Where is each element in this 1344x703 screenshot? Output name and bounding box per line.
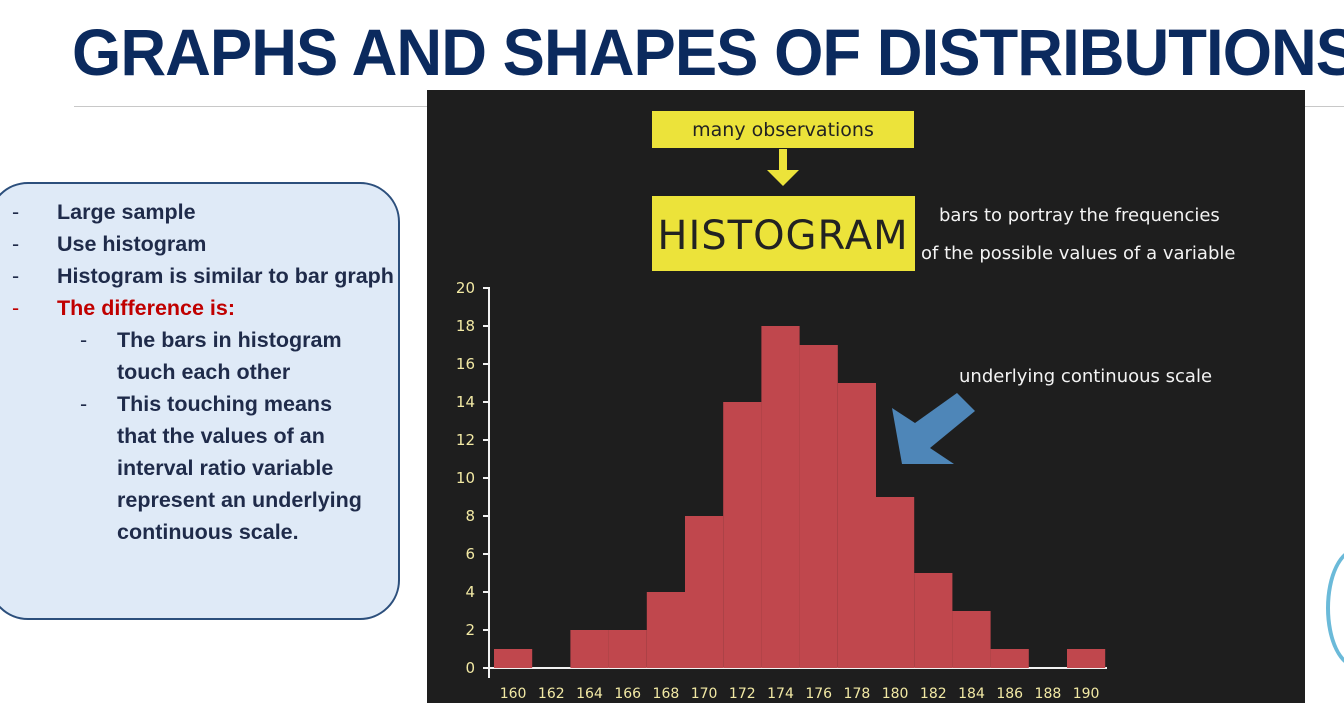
y-tick-label: 10 <box>456 469 475 487</box>
sub-bullet-item: - The bars in histogram touch each other <box>80 328 342 384</box>
blue-arrow-icon <box>892 393 975 464</box>
scale-note-text: underlying continuous scale <box>959 366 1212 387</box>
histogram-illustration: many observations HISTOGRAM bars to port… <box>427 90 1305 703</box>
bullet-text: Use histogram <box>57 232 207 256</box>
top-label-text: many observations <box>692 119 874 141</box>
histogram-label-box <box>652 196 915 271</box>
y-tick-label: 0 <box>465 659 475 677</box>
x-tick-label: 170 <box>691 686 718 702</box>
y-tick-label: 2 <box>465 621 475 639</box>
bullet-text: Histogram is similar to bar graph <box>57 264 394 288</box>
bullet-item: - Use histogram <box>12 232 207 256</box>
histogram-bar <box>914 573 953 668</box>
sub-bullet-text: The bars in histogram touch each other <box>117 328 342 384</box>
x-tick-label: 164 <box>576 686 603 702</box>
histogram-bar <box>799 345 838 668</box>
x-tick-label: 184 <box>958 686 985 702</box>
histogram-bar <box>876 497 915 668</box>
histogram-bar <box>761 326 800 668</box>
y-tick-label: 8 <box>465 507 475 525</box>
histogram-bar <box>1067 649 1106 668</box>
bullet-item: - Histogram is similar to bar graph <box>12 264 394 288</box>
histogram-bar <box>570 630 609 668</box>
y-tick-label: 16 <box>456 355 475 373</box>
decorative-circle <box>1326 548 1344 668</box>
x-tick-label: 174 <box>767 686 794 702</box>
x-tick-label: 176 <box>805 686 832 702</box>
x-tick-label: 182 <box>920 686 947 702</box>
histogram-bar <box>990 649 1029 668</box>
sub-bullet-text: This touching means that the values of a… <box>117 392 362 544</box>
bullet-item-highlight: - The difference is: <box>12 296 236 320</box>
histogram-bar <box>837 383 876 668</box>
histogram-bar <box>646 592 685 668</box>
x-tick-label: 178 <box>844 686 871 702</box>
x-tick-label: 190 <box>1073 686 1100 702</box>
x-tick-label: 188 <box>1035 686 1062 702</box>
bullet-callout-box <box>0 182 400 620</box>
histogram-label-text: HISTOGRAM <box>657 213 908 259</box>
histogram-bar <box>685 516 724 668</box>
page-title: GRAPHS AND SHAPES OF DISTRIBUTIONS <box>72 15 1344 89</box>
y-tick-label: 4 <box>465 583 475 601</box>
description-line-2: of the possible values of a variable <box>921 243 1235 264</box>
histogram-bar <box>494 649 533 668</box>
bullet-text: Large sample <box>57 200 196 224</box>
bullet-list: - Large sample - Use histogram - Histogram … <box>0 196 400 548</box>
x-tick-label: 186 <box>996 686 1023 702</box>
y-tick-label: 20 <box>456 279 475 297</box>
bullet-text: The difference is: <box>57 296 236 320</box>
y-tick-label: 14 <box>456 393 475 411</box>
histogram-bar <box>608 630 647 668</box>
x-tick-label: 166 <box>614 686 641 702</box>
down-arrow-icon <box>767 149 799 186</box>
top-label-box <box>652 111 914 148</box>
x-tick-label: 162 <box>538 686 565 702</box>
y-tick-label: 18 <box>456 317 475 335</box>
histogram-bar <box>952 611 991 668</box>
x-tick-label: 168 <box>653 686 680 702</box>
histogram-chart: many observations HISTOGRAM bars to port… <box>456 111 1235 702</box>
x-tick-label: 172 <box>729 686 756 702</box>
y-tick-label: 12 <box>456 431 475 449</box>
description-line-1: bars to portray the frequencies <box>939 205 1220 226</box>
y-tick-label: 6 <box>465 545 475 563</box>
bullet-item: - Large sample <box>12 200 196 224</box>
x-tick-label: 160 <box>500 686 527 702</box>
sub-bullet-item: - This touching means that the values of … <box>80 392 362 544</box>
histogram-bar <box>723 402 762 668</box>
x-tick-label: 180 <box>882 686 909 702</box>
